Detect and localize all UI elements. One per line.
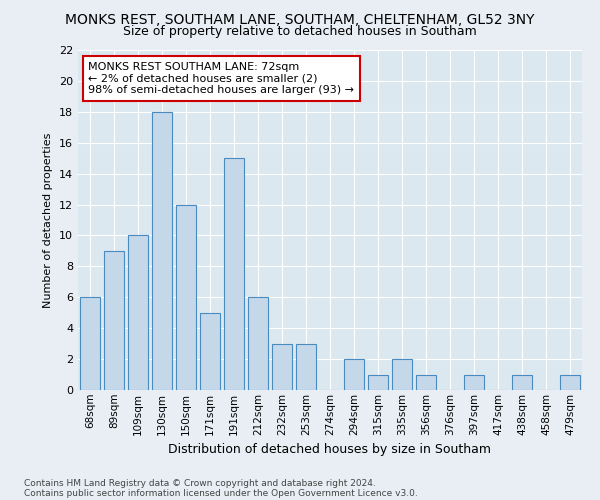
Bar [416,374,436,390]
Bar [392,359,412,390]
Y-axis label: Number of detached properties: Number of detached properties [43,132,53,308]
Bar [104,251,124,390]
Text: Contains HM Land Registry data © Crown copyright and database right 2024.: Contains HM Land Registry data © Crown c… [24,478,376,488]
Bar [464,374,484,390]
Text: Size of property relative to detached houses in Southam: Size of property relative to detached ho… [123,25,477,38]
Bar [200,312,220,390]
Text: MONKS REST SOUTHAM LANE: 72sqm
← 2% of detached houses are smaller (2)
98% of se: MONKS REST SOUTHAM LANE: 72sqm ← 2% of d… [88,62,354,95]
Bar [368,374,388,390]
Bar [80,298,100,390]
Text: Contains public sector information licensed under the Open Government Licence v3: Contains public sector information licen… [24,488,418,498]
Bar [344,359,364,390]
X-axis label: Distribution of detached houses by size in Southam: Distribution of detached houses by size … [169,443,491,456]
Bar [296,344,316,390]
Bar [176,204,196,390]
Bar [152,112,172,390]
Bar [560,374,580,390]
Bar [224,158,244,390]
Bar [272,344,292,390]
Text: MONKS REST, SOUTHAM LANE, SOUTHAM, CHELTENHAM, GL52 3NY: MONKS REST, SOUTHAM LANE, SOUTHAM, CHELT… [65,12,535,26]
Bar [248,298,268,390]
Bar [512,374,532,390]
Bar [128,236,148,390]
